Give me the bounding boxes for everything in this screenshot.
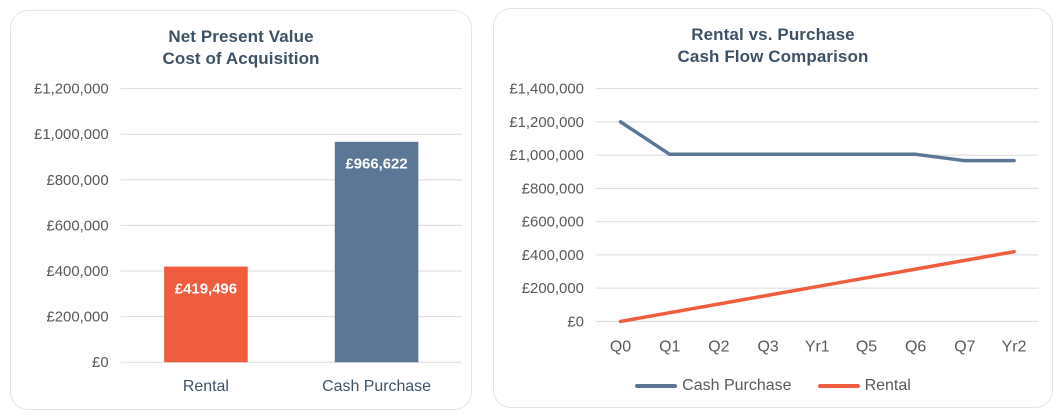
x-category-label-q1: Q1 [659,338,680,355]
legend-item-rental: Rental [817,377,911,395]
y-tick-label: £200,000 [522,280,584,297]
y-tick-label: £0 [92,354,109,371]
legend-line-swatch-rental [817,384,860,388]
y-tick-label: £600,000 [46,217,108,234]
y-tick-label: £1,200,000 [509,114,584,131]
npv-chart-title: Net Present Value Cost of Acquisition [162,27,320,69]
line-series-rental [618,249,1016,324]
legend-label-cash-purchase: Cash Purchase [682,377,792,394]
bar-value-label-cash-purchase: £966,622 [345,156,407,173]
x-category-label-cash-purchase: Cash Purchase [322,378,431,395]
y-tick-label: £600,000 [522,214,584,231]
y-tick-label: £0 [567,313,584,330]
x-category-label-q3: Q3 [757,338,778,355]
cashflow-chart-title: Rental vs. Purchase Cash Flow Comparison [677,25,869,67]
legend-label-rental: Rental [864,377,911,394]
x-category-label-q7: Q7 [954,338,975,355]
npv-bar-chart: £0 £200,000 £400,000 £600,000 £800,000 £1,000… [34,81,462,395]
x-category-label-q2: Q2 [708,338,729,355]
x-category-label-yr1: Yr1 [805,338,830,355]
y-tick-label: £1,000,000 [34,126,109,143]
y-tick-label: £400,000 [46,263,108,280]
bar-rental [164,266,248,363]
chart-legend: Cash Purchase Rental [494,375,1052,397]
legend-line-swatch-cash-purchase [635,384,678,388]
bar-value-label-rental: £419,496 [175,280,237,297]
y-tick-label: £1,400,000 [509,81,584,98]
x-category-label-q6: Q6 [905,338,926,355]
y-tick-label: £800,000 [46,172,108,189]
y-tick-label: £1,000,000 [509,147,584,164]
legend-item-cash-purchase: Cash Purchase [635,377,792,395]
line-series-cash-purchase [618,120,1016,163]
cashflow-chart-card: Rental vs. Purchase Cash Flow Comparison… [493,8,1053,408]
y-tick-label: £1,200,000 [34,81,109,98]
y-tick-label: £800,000 [522,180,584,197]
x-category-label-q5: Q5 [856,338,877,355]
bar-cash-purchase [334,141,419,363]
npv-chart-card: Net Present Value Cost of Acquisition £0… [10,10,472,410]
y-tick-label: £200,000 [46,309,108,326]
x-category-label-yr2: Yr2 [1002,338,1027,355]
x-category-label-q0: Q0 [610,338,631,355]
x-category-label-rental: Rental [183,378,229,395]
cashflow-line-chart: £0 £200,000 £400,000 £600,000 £800,000 £1,000… [509,81,1039,355]
y-tick-label: £400,000 [522,247,584,264]
